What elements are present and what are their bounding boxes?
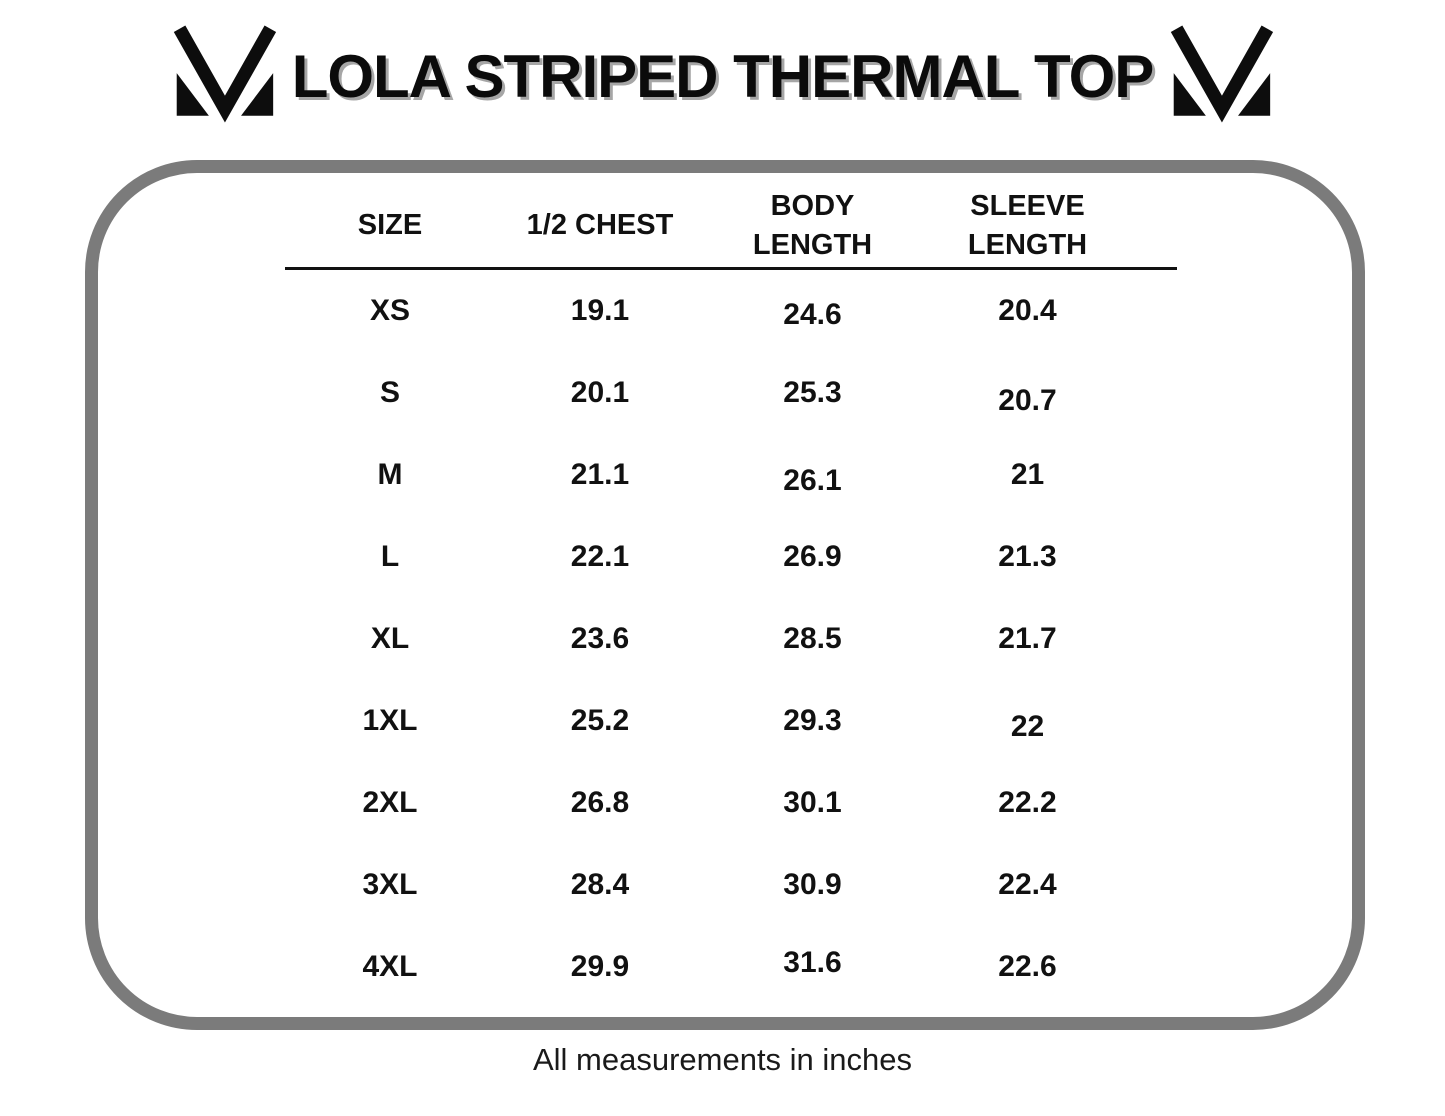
table-row-xl: XL 23.6 28.5 21.7 <box>285 598 1177 680</box>
sleeve-length-value: 22.6 <box>998 950 1057 983</box>
sleeve-length-value: 22.4 <box>998 868 1057 901</box>
header: LOLA STRIPED THERMAL TOP <box>0 0 1445 152</box>
half-chest-value: 26.8 <box>570 786 630 819</box>
column-header-body-length: BODY LENGTH <box>752 189 873 261</box>
size-label: 4XL <box>362 950 418 983</box>
table-row-s: S 20.1 25.3 20.7 <box>285 352 1177 434</box>
sleeve-length-value: 20.7 <box>998 384 1057 417</box>
sleeve-length-value: 21.3 <box>998 540 1057 573</box>
column-header-half-chest: 1/2 CHEST <box>526 209 674 242</box>
table-body: XS 19.1 24.6 20.4 S 20.1 25.3 20.7 M 21.… <box>285 270 1177 1008</box>
body-length-value: 25.3 <box>783 376 842 409</box>
half-chest-value: 29.9 <box>570 950 630 983</box>
table-row-m: M 21.1 26.1 21 <box>285 434 1177 516</box>
half-chest-value: 23.6 <box>570 622 630 655</box>
page-title: LOLA STRIPED THERMAL TOP <box>291 42 1155 110</box>
body-length-value: 30.1 <box>783 786 842 819</box>
header-divider <box>285 267 1177 270</box>
measurement-unit-note: All measurements in inches <box>532 1042 913 1077</box>
size-label: 3XL <box>362 868 418 901</box>
body-length-value: 24.6 <box>783 298 842 331</box>
body-length-value: 31.6 <box>783 946 842 979</box>
size-label: M <box>377 458 403 491</box>
table-row-2xl: 2XL 26.8 30.1 22.2 <box>285 762 1177 844</box>
half-chest-value: 21.1 <box>570 458 630 491</box>
table-row-4xl: 4XL 29.9 31.6 22.6 <box>285 926 1177 1008</box>
brand-mv-logo-icon <box>173 25 276 123</box>
size-label: XS <box>369 294 411 327</box>
half-chest-value: 25.2 <box>570 704 630 737</box>
body-length-value: 26.1 <box>783 464 842 497</box>
half-chest-value: 22.1 <box>570 540 630 573</box>
table-header-row: SIZE 1/2 CHEST BODY LENGTH SLEEVE LENGTH <box>285 185 1177 267</box>
body-length-value: 30.9 <box>783 868 842 901</box>
table-row-l: L 22.1 26.9 21.3 <box>285 516 1177 598</box>
sleeve-length-value: 21.7 <box>998 622 1057 655</box>
half-chest-value: 28.4 <box>570 868 630 901</box>
size-label: L <box>380 540 400 573</box>
size-label: XL <box>370 622 410 655</box>
sleeve-length-value: 22 <box>1010 710 1045 743</box>
size-label: 1XL <box>362 704 418 737</box>
column-header-size: SIZE <box>357 209 423 242</box>
size-chart-panel <box>85 160 1365 1030</box>
half-chest-value: 20.1 <box>570 376 630 409</box>
sleeve-length-value: 22.2 <box>998 786 1057 819</box>
half-chest-value: 19.1 <box>570 294 630 327</box>
size-table: SIZE 1/2 CHEST BODY LENGTH SLEEVE LENGTH… <box>285 185 1177 1008</box>
table-row-xs: XS 19.1 24.6 20.4 <box>285 270 1177 352</box>
size-label: S <box>379 376 400 409</box>
body-length-value: 26.9 <box>783 540 842 573</box>
body-length-value: 29.3 <box>783 704 842 737</box>
body-length-value: 28.5 <box>783 622 842 655</box>
table-row-1xl: 1XL 25.2 29.3 22 <box>285 680 1177 762</box>
column-header-sleeve-length: SLEEVE LENGTH <box>967 189 1088 261</box>
sleeve-length-value: 20.4 <box>998 294 1057 327</box>
brand-mv-logo-icon <box>1171 25 1274 123</box>
table-row-3xl: 3XL 28.4 30.9 22.4 <box>285 844 1177 926</box>
size-label: 2XL <box>362 786 418 819</box>
sleeve-length-value: 21 <box>1010 458 1045 491</box>
